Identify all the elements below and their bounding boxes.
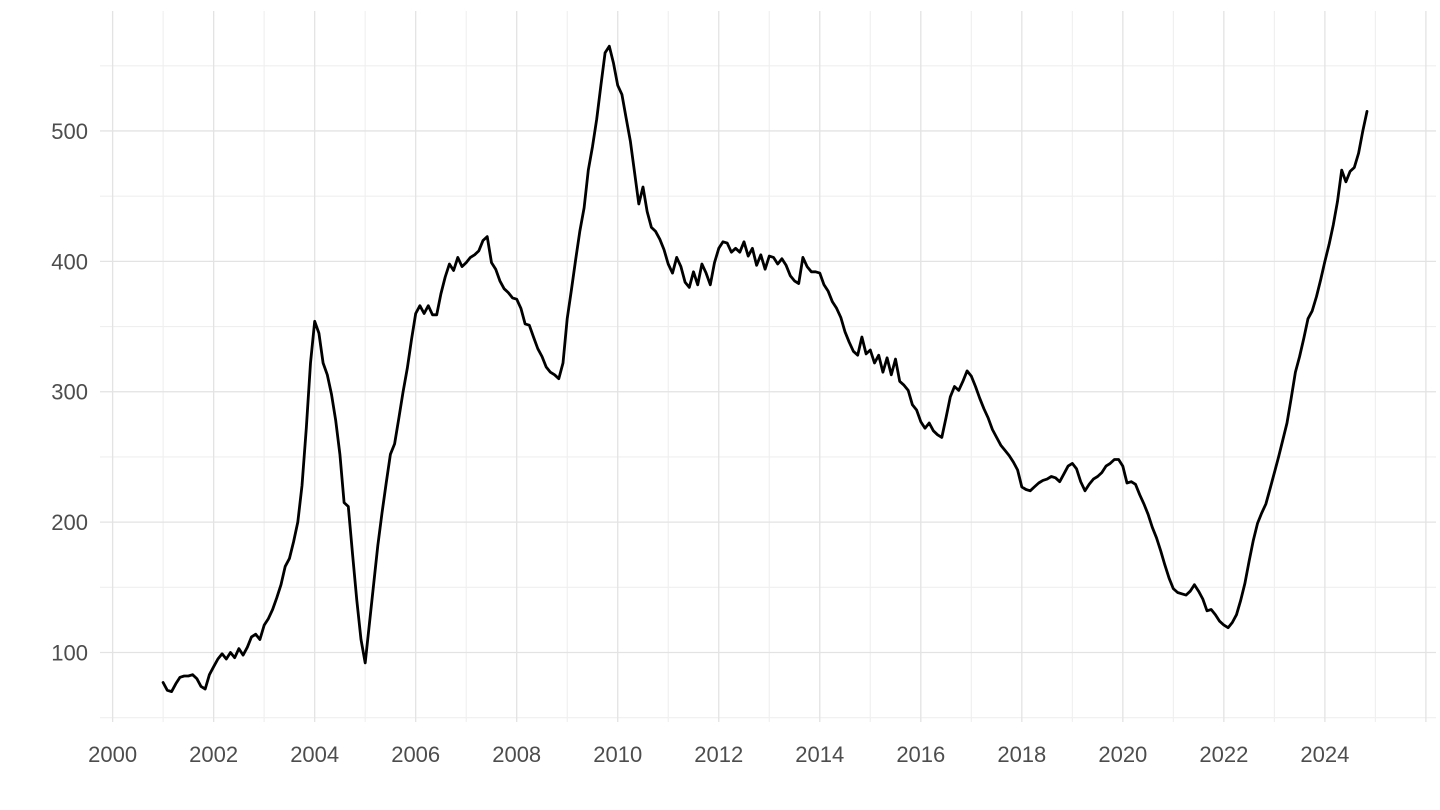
x-axis-tick-label: 2024 xyxy=(1300,742,1349,767)
x-axis-tick-label: 2014 xyxy=(795,742,844,767)
x-axis-tick-label: 2008 xyxy=(492,742,541,767)
x-axis-tick-label: 2000 xyxy=(88,742,137,767)
x-axis-tick-label: 2016 xyxy=(896,742,945,767)
y-axis-tick-label: 500 xyxy=(51,119,88,144)
x-axis-tick-label: 2002 xyxy=(189,742,238,767)
y-axis-tick-label: 200 xyxy=(51,510,88,535)
y-axis-tick-labels: 100 200 300 400 500 xyxy=(51,119,88,666)
y-axis-tick-label: 100 xyxy=(51,641,88,666)
gridlines-minor xyxy=(100,11,1436,722)
x-axis-tick-label: 2022 xyxy=(1199,742,1248,767)
x-axis-tick-label: 2004 xyxy=(290,742,339,767)
y-axis-tick-label: 400 xyxy=(51,249,88,274)
x-axis-tick-label: 2020 xyxy=(1098,742,1147,767)
data-series-line xyxy=(161,44,1369,693)
x-axis-tick-labels: 2000 2002 2004 2006 2008 2010 2012 2014 2016 2018… xyxy=(88,742,1349,767)
x-axis-tick-label: 2006 xyxy=(391,742,440,767)
y-axis-tick-label: 300 xyxy=(51,380,88,405)
x-axis-tick-label: 2010 xyxy=(593,742,642,767)
x-axis-tick-label: 2012 xyxy=(694,742,743,767)
x-axis-tick-label: 2018 xyxy=(997,742,1046,767)
gridlines-major xyxy=(100,11,1436,722)
